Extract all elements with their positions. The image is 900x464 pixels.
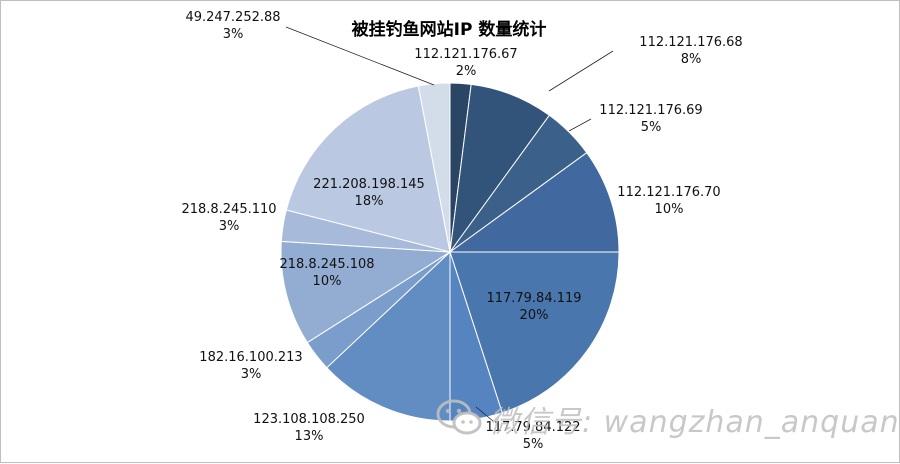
pie-slices xyxy=(280,82,620,422)
slice-percent: 5% xyxy=(523,437,544,452)
pie-slice xyxy=(448,151,620,253)
pie-slice xyxy=(449,251,620,414)
slice-label: 123.108.108.250 xyxy=(253,412,365,427)
slice-percent: 20% xyxy=(520,308,549,323)
slice-label: 218.8.245.108 xyxy=(279,257,374,272)
slice-percent: 2% xyxy=(456,64,477,79)
leader-line xyxy=(568,118,592,132)
slice-percent: 3% xyxy=(241,367,262,382)
pie-slice xyxy=(280,240,452,344)
leader-line xyxy=(285,26,435,86)
slice-label: 112.121.176.68 xyxy=(639,35,742,50)
slice-label: 117.79.84.122 xyxy=(485,420,580,435)
wechat-icon xyxy=(436,399,482,435)
slice-label: 218.8.245.110 xyxy=(181,202,276,217)
wechat-watermark: 微信号: wangzhan_anquan xyxy=(435,393,899,447)
slice-label: 112.121.176.69 xyxy=(599,103,702,118)
leader-line xyxy=(548,50,614,92)
slice-percent: 10% xyxy=(313,274,342,289)
slice-percent: 18% xyxy=(355,194,384,209)
slice-labels: 112.121.176.67 2% 112.121.176.68 8% 112.121.… xyxy=(181,10,742,452)
slice-percent: 8% xyxy=(681,52,702,67)
leader-lines xyxy=(285,26,614,422)
slice-percent: 10% xyxy=(655,202,684,217)
slice-percent: 5% xyxy=(641,120,662,135)
pie-slice xyxy=(285,85,451,253)
slice-label: 117.79.84.119 xyxy=(486,291,581,306)
leader-line xyxy=(475,406,494,422)
slice-label: 112.121.176.70 xyxy=(617,185,720,200)
slice-label: 221.208.198.145 xyxy=(313,177,425,192)
slice-label: 49.247.252.88 xyxy=(185,10,280,25)
slice-label: 182.16.100.213 xyxy=(199,350,302,365)
slice-percent: 3% xyxy=(223,27,244,42)
slice-percent: 3% xyxy=(219,219,240,234)
slice-label: 112.121.176.67 xyxy=(414,47,517,62)
pie-slice xyxy=(417,82,451,253)
chart-title: 被挂钓鱼网站IP 数量统计 xyxy=(352,19,547,40)
watermark-text: 微信号: wangzhan_anquan xyxy=(489,405,900,440)
slice-percent: 13% xyxy=(295,429,324,444)
